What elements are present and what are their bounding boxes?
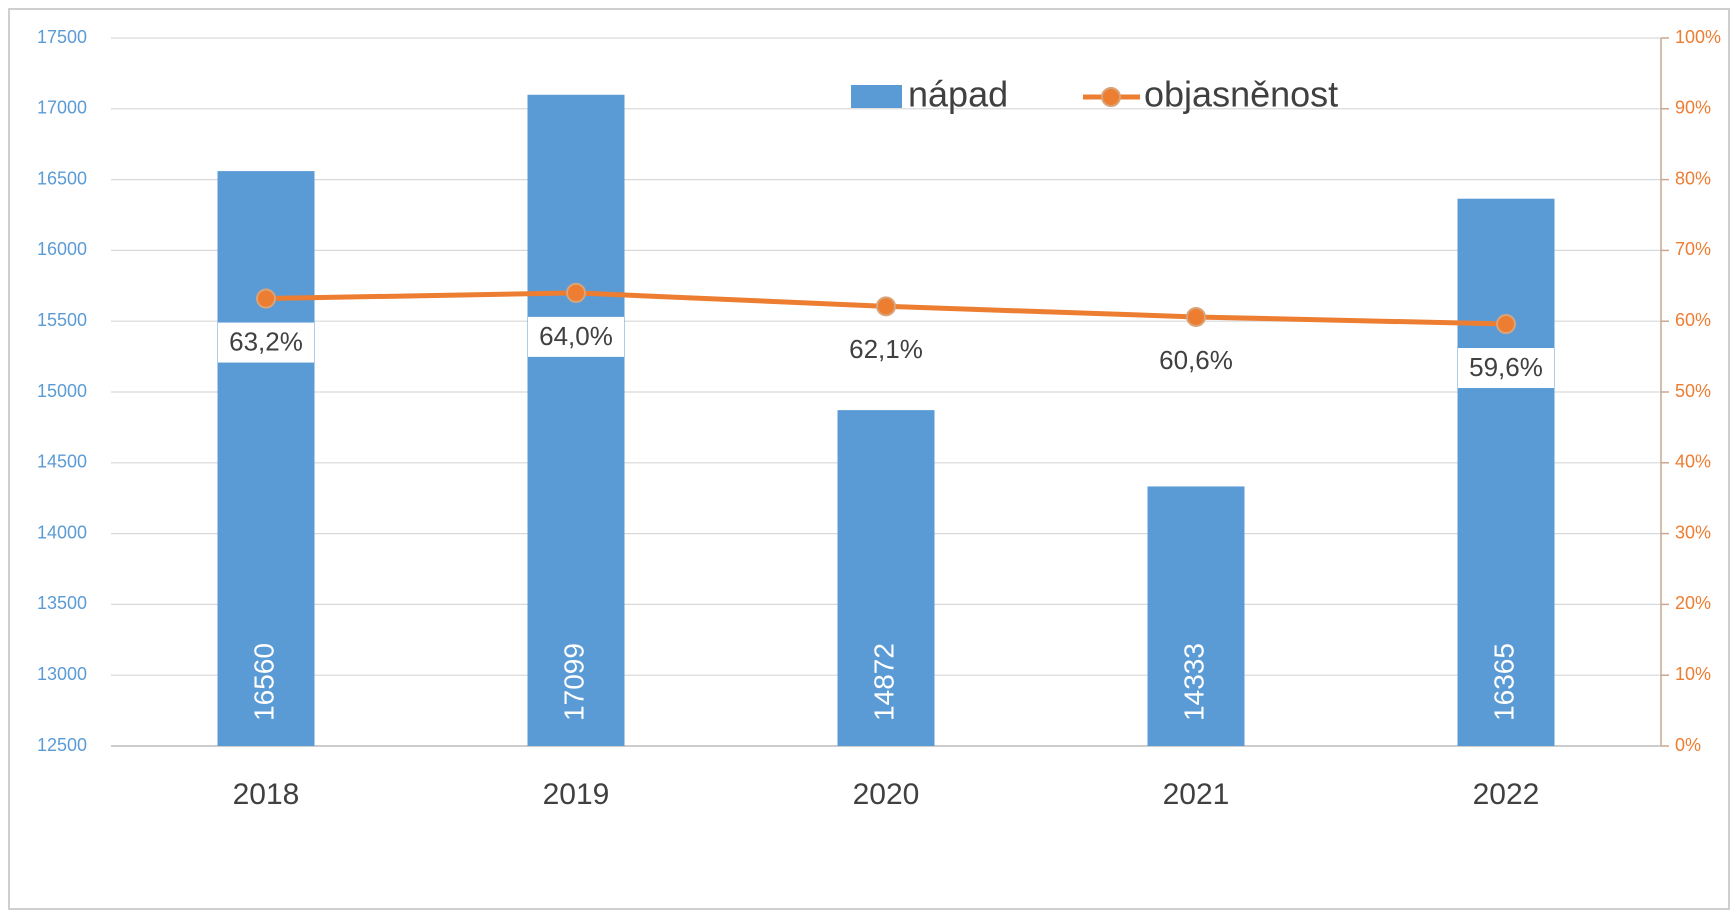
y2-tick-label: 40% [1675, 452, 1711, 472]
line-marker [256, 288, 276, 309]
x-tick-label: 2019 [543, 778, 610, 811]
legend-label: objasněnost [1144, 74, 1338, 115]
x-tick-label: 2018 [233, 778, 300, 811]
data-label-box [838, 330, 934, 371]
line-value-label: 60,6% [1159, 345, 1233, 375]
bar [1147, 486, 1245, 746]
x-tick-label: 2021 [1163, 778, 1230, 811]
y-tick-label: 12500 [37, 735, 87, 755]
y2-tick-label: 90% [1675, 98, 1711, 118]
x-tick-label: 2020 [853, 778, 920, 811]
y2-tick-label: 10% [1675, 664, 1711, 684]
legend-label: nápad [908, 74, 1008, 115]
bar-value-label: 16560 [248, 643, 279, 721]
y-tick-label: 15000 [37, 381, 87, 401]
y2-tick-label: 0% [1675, 735, 1701, 755]
data-label-box [218, 322, 314, 363]
line-value-label: 59,6% [1469, 352, 1543, 382]
y-tick-label: 17000 [37, 98, 87, 118]
y-tick-label: 16000 [37, 239, 87, 259]
line-value-label: 63,2% [229, 326, 303, 356]
legend-swatch [851, 85, 902, 108]
line-marker [876, 296, 896, 317]
y-tick-label: 13500 [37, 593, 87, 613]
line-marker [1186, 306, 1206, 327]
y2-tick-label: 70% [1675, 239, 1711, 259]
bar [527, 94, 625, 746]
line-value-label: 64,0% [539, 321, 613, 351]
legend-marker [1101, 87, 1121, 107]
bar-value-label: 14872 [868, 643, 899, 721]
bar [217, 171, 315, 746]
data-label-box [1458, 348, 1554, 389]
bar-value-label: 16365 [1488, 643, 1519, 721]
data-label-box [1148, 340, 1244, 381]
y-tick-label: 14000 [37, 522, 87, 542]
bar-value-label: 14333 [1178, 643, 1209, 721]
bar [837, 410, 935, 746]
line-marker [566, 282, 586, 303]
y-tick-label: 16500 [37, 168, 87, 188]
y2-tick-label: 100% [1675, 27, 1721, 47]
y-tick-label: 14500 [37, 452, 87, 472]
y-tick-label: 13000 [37, 664, 87, 684]
y-tick-label: 15500 [37, 310, 87, 330]
bar [1457, 198, 1555, 746]
y2-tick-label: 50% [1675, 381, 1711, 401]
x-tick-label: 2022 [1473, 778, 1540, 811]
y2-tick-label: 20% [1675, 593, 1711, 613]
y-tick-label: 17500 [37, 27, 87, 47]
bar-value-label: 17099 [558, 643, 589, 721]
data-label-box [528, 316, 624, 357]
line-marker [1496, 314, 1516, 335]
y2-tick-label: 30% [1675, 522, 1711, 542]
line-value-label: 62,1% [849, 334, 923, 364]
y2-tick-label: 60% [1675, 310, 1711, 330]
y2-tick-label: 80% [1675, 168, 1711, 188]
